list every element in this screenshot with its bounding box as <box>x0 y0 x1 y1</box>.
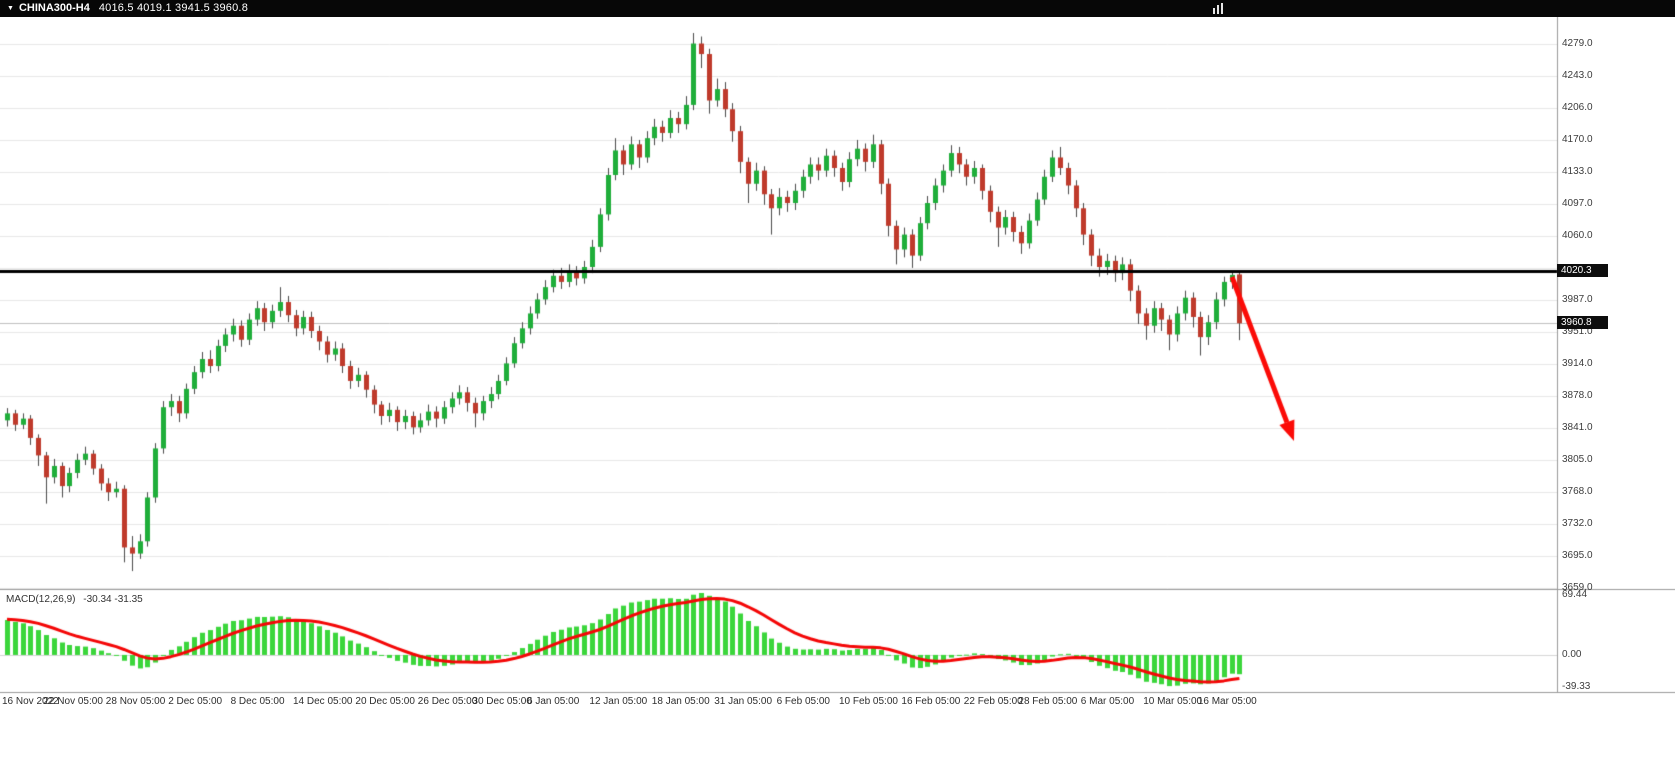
price-axis-label: 4243.0 <box>1562 69 1593 81</box>
time-axis-label: 6 Mar 05:00 <box>1080 696 1135 707</box>
symbol-title: CHINA300-H4 <box>18 2 90 14</box>
price-axis-label: 3805.0 <box>1562 453 1593 465</box>
time-axis-label: 30 Dec 05:00 <box>472 696 532 707</box>
price-axis-label: 3878.0 <box>1562 389 1593 401</box>
price-axis-label: 3695.0 <box>1562 550 1593 562</box>
price-axis-label: 4279.0 <box>1562 38 1593 50</box>
price-axis-label: 3914.0 <box>1562 358 1593 370</box>
time-axis-label: 31 Jan 05:00 <box>714 696 773 707</box>
price-axis-label: 4133.0 <box>1562 166 1593 178</box>
time-axis-label: 26 Dec 05:00 <box>417 696 478 707</box>
bid-price-badge: 3960.8 <box>1557 316 1608 330</box>
mini-chart-icon <box>1212 2 1225 15</box>
time-axis-label: 16 Feb 05:00 <box>901 696 961 707</box>
price-axis-label: 3841.0 <box>1562 422 1593 434</box>
price-axis-label: 3768.0 <box>1562 486 1593 498</box>
macd-values: -30.34 -31.35 <box>83 594 143 605</box>
candlestick-chart-canvas[interactable] <box>0 17 1675 764</box>
time-axis-label: 14 Dec 05:00 <box>293 696 353 707</box>
time-axis-label: 22 Nov 05:00 <box>43 696 103 707</box>
time-axis-label: 8 Dec 05:00 <box>230 696 285 707</box>
time-axis-label: 16 Mar 05:00 <box>1197 696 1257 707</box>
time-axis-label: 28 Feb 05:00 <box>1018 696 1078 707</box>
time-axis-label: 16 Nov 2022 <box>2 696 59 707</box>
symbol-dropdown-arrow-icon[interactable]: ▼ <box>7 5 14 12</box>
price-axis-label: 4097.0 <box>1562 197 1593 209</box>
ohlc-values: 4016.5 4019.1 3941.5 3960.8 <box>98 2 249 14</box>
price-axis-label: 4206.0 <box>1562 102 1593 114</box>
time-axis-label: 18 Jan 05:00 <box>651 696 710 707</box>
macd-axis-label: -39.33 <box>1562 681 1591 692</box>
time-axis-label: 10 Feb 05:00 <box>839 696 898 707</box>
price-axis[interactable]: 4020.3 3960.8 4279.0 4243.0 4206.0 4170.0 41… <box>1557 17 1675 764</box>
price-axis-label: 3987.0 <box>1562 294 1593 306</box>
time-axis-label: 6 Feb 05:00 <box>776 696 830 707</box>
price-line-badge: 4020.3 <box>1557 264 1608 278</box>
macd-axis-label: 0.00 <box>1562 648 1582 660</box>
time-axis-label: 28 Nov 05:00 <box>105 696 166 707</box>
time-axis-label: 2 Dec 05:00 <box>168 696 223 707</box>
macd-name: MACD(12,26,9) <box>6 594 76 605</box>
time-axis-label: 12 Jan 05:00 <box>589 696 648 707</box>
macd-axis-label: 69.44 <box>1562 589 1588 600</box>
chart-area: MACD(12,26,9) -30.34 -31.35 4020.3 3960.… <box>0 17 1675 764</box>
price-axis-label: 4170.0 <box>1562 133 1593 145</box>
time-axis[interactable]: 16 Nov 2022 22 Nov 05:00 28 Nov 05:00 2 Dec… <box>0 696 1675 714</box>
time-axis-label: 20 Dec 05:00 <box>355 696 415 707</box>
time-axis-label: 6 Jan 05:00 <box>527 696 580 707</box>
price-axis-label: 3659.0 <box>1562 581 1593 593</box>
price-axis-label: 3732.0 <box>1562 517 1593 529</box>
price-axis-label: 3951.0 <box>1562 325 1593 337</box>
time-axis-label: 10 Mar 05:00 <box>1143 696 1203 707</box>
price-axis-label: 4060.0 <box>1562 230 1593 242</box>
macd-indicator-label: MACD(12,26,9) -30.34 -31.35 <box>6 594 148 605</box>
chart-header: ▼ CHINA300-H4 4016.5 4019.1 3941.5 3960.… <box>0 0 1675 17</box>
time-axis-label: 22 Feb 05:00 <box>963 696 1023 707</box>
